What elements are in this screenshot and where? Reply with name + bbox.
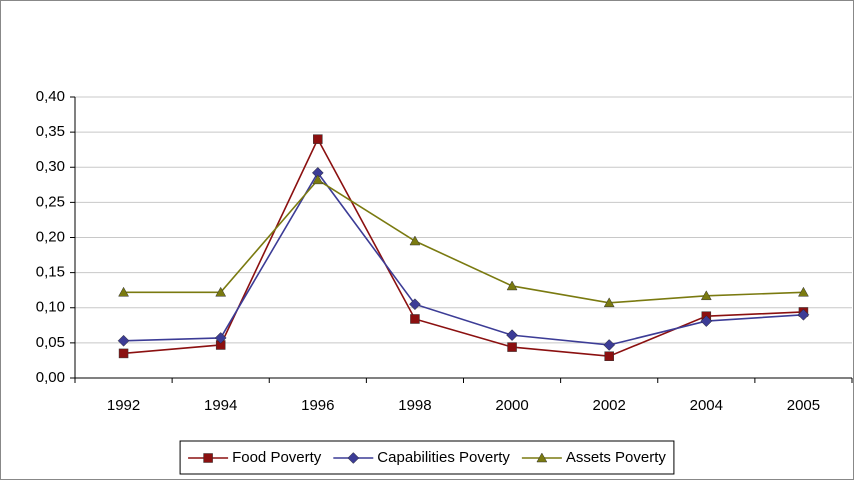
legend-item: Assets Poverty: [521, 449, 667, 466]
legend-item: Capabilities Poverty: [333, 449, 510, 466]
legend-box: [179, 440, 675, 475]
marker: [215, 286, 227, 297]
y-tick-label: 0,10: [36, 299, 65, 316]
marker: [409, 235, 421, 246]
legend-label: Capabilities Poverty: [377, 449, 510, 466]
legend: Food Poverty Capabilities Poverty Assets P…: [179, 440, 675, 475]
marker: [700, 315, 713, 327]
marker: [117, 334, 130, 347]
x-tick-label: 1994: [204, 397, 237, 414]
marker: [118, 348, 129, 359]
marker: [604, 351, 614, 361]
marker: [797, 308, 810, 321]
y-tick-label: 0,25: [36, 193, 65, 210]
series-line: [123, 171, 804, 346]
y-tick-label: 0,15: [36, 264, 65, 281]
x-tick-label: 2000: [495, 397, 528, 414]
marker: [507, 342, 517, 352]
marker: [312, 174, 324, 185]
marker: [700, 290, 712, 301]
y-tick-label: 0,35: [36, 123, 65, 140]
marker: [313, 134, 323, 144]
series-line: [123, 178, 804, 304]
marker: [203, 453, 213, 463]
legend-item: Food Poverty: [188, 449, 322, 466]
x-tick-label: 1998: [398, 397, 431, 414]
x-tick-label: 2002: [593, 397, 626, 414]
y-tick-label: 0,00: [36, 369, 65, 386]
marker: [603, 339, 616, 351]
marker: [536, 452, 548, 463]
y-tick-label: 0,30: [36, 158, 65, 175]
legend-label: Food Poverty: [232, 449, 322, 466]
marker: [506, 329, 518, 342]
x-tick-label: 1996: [301, 397, 334, 414]
y-tick-label: 0,20: [36, 228, 65, 245]
y-tick-label: 0,05: [36, 334, 65, 351]
marker: [118, 286, 129, 297]
legend-label: Assets Poverty: [566, 449, 667, 466]
marker: [506, 280, 518, 291]
marker: [214, 332, 227, 344]
marker: [347, 452, 360, 464]
x-tick-label: 2004: [690, 397, 723, 414]
y-tick-label: 0,40: [36, 88, 65, 105]
marker: [409, 298, 421, 311]
marker: [798, 286, 809, 297]
x-tick-label: 1992: [107, 397, 140, 414]
marker: [410, 314, 420, 324]
x-tick-label: 2005: [787, 397, 820, 414]
marker: [603, 297, 615, 308]
